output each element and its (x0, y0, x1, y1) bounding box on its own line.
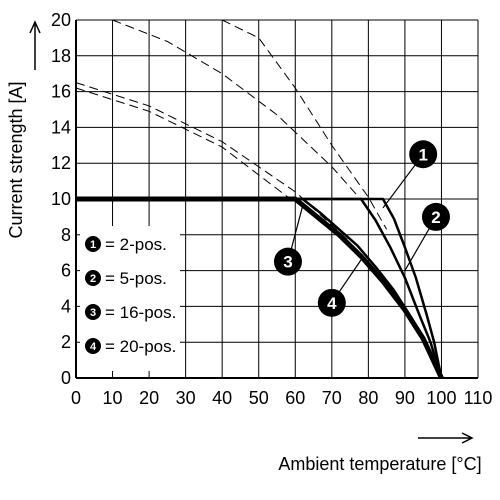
y-tick-label-12: 12 (51, 153, 71, 173)
y-tick-label-0: 0 (61, 368, 71, 388)
curve-series-2 (76, 197, 443, 379)
x-tick-label-70: 70 (322, 388, 342, 408)
derating-curves (76, 196, 444, 380)
x-axis-title: Ambient temperature [°C] (278, 454, 481, 474)
legend-label-4: = 20-pos. (105, 337, 176, 356)
y-tick-label-8: 8 (61, 225, 71, 245)
curve-series-1 (76, 197, 443, 379)
legend-label-3: = 16-pos. (105, 303, 176, 322)
axes (75, 20, 478, 379)
legend-marker-label-4: 4 (90, 341, 97, 353)
x-tick-label-110: 110 (464, 388, 493, 408)
y-axis-title: Current strength [A] (6, 81, 26, 238)
callout-marker-4 (317, 288, 346, 317)
x-tick-label-100: 100 (426, 388, 456, 408)
legend-marker-1 (85, 236, 101, 252)
y-tick-label-2: 2 (61, 332, 71, 352)
y-tick-label-4: 4 (61, 296, 71, 316)
callout-marker-1 (409, 140, 438, 169)
legend-label-1: = 2-pos. (105, 235, 167, 254)
legend-marker-label-1: 1 (90, 239, 96, 251)
y-tick-label-20: 20 (51, 10, 71, 30)
callout-marker-2 (421, 202, 450, 231)
x-tick-label-30: 30 (176, 388, 196, 408)
callout-label-4: 4 (327, 294, 337, 313)
callout-marker-3 (273, 247, 302, 276)
legend: 1 = 2-pos. 2 = 5-pos. 3 = 16-pos. 4 = 20-pos. (80, 226, 180, 371)
x-tick-label-40: 40 (212, 388, 232, 408)
x-tick-label-10: 10 (103, 388, 123, 408)
y-tick-label-6: 6 (61, 261, 71, 281)
callout-label-3: 3 (283, 253, 292, 272)
x-tick-label-80: 80 (358, 388, 378, 408)
legend-label-2: = 5-pos. (105, 269, 167, 288)
callout-label-1: 1 (418, 145, 427, 164)
extrapolated-curve-1 (221, 19, 388, 230)
tick-labels: 0 10 20 30 40 50 60 70 80 90 100 110024681012141618… (51, 10, 492, 408)
x-axis-arrow (418, 432, 474, 444)
y-tick-label-10: 10 (51, 189, 71, 209)
x-tick-label-50: 50 (249, 388, 269, 408)
legend-marker-3 (85, 304, 101, 320)
y-axis-arrow (29, 20, 41, 70)
extrapolated-curve-3 (75, 82, 351, 243)
y-tick-label-16: 16 (51, 82, 71, 102)
legend-marker-4 (85, 338, 101, 354)
legend-marker-label-3: 3 (90, 307, 96, 319)
extrapolated-curves (75, 19, 388, 243)
callouts: 1 2 3 4 (273, 140, 450, 317)
legend-marker-label-2: 2 (90, 273, 96, 285)
extrapolated-curve-2 (112, 19, 369, 209)
legend-marker-2 (85, 270, 101, 286)
y-tick-label-14: 14 (51, 117, 71, 137)
x-tick-label-90: 90 (395, 388, 415, 408)
x-tick-label-0: 0 (71, 388, 81, 408)
y-tick-label-18: 18 (51, 46, 71, 66)
curve-series-4 (76, 196, 444, 380)
x-tick-label-60: 60 (285, 388, 305, 408)
x-tick-label-20: 20 (139, 388, 159, 408)
callout-label-2: 2 (431, 208, 440, 227)
extrapolated-curve-4 (75, 87, 289, 198)
